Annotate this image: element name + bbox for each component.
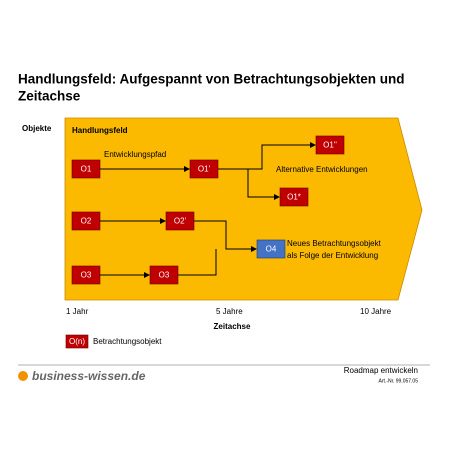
axis-tick: 1 Jahr <box>66 307 89 316</box>
node-box <box>165 211 195 231</box>
title-line: Zeitachse <box>18 89 81 104</box>
new-object-label: als Folge der Entwicklung <box>287 251 378 260</box>
connectors <box>100 142 316 278</box>
field-arrow <box>64 117 423 301</box>
article-number: Art.-Nr. 99.057.05 <box>379 378 419 384</box>
node-box <box>256 239 286 259</box>
legend-symbol-text: O(n) <box>69 337 85 346</box>
node-box <box>279 187 309 207</box>
new-object-label: Neues Betrachtungsobjekt <box>287 239 382 248</box>
title-line: Handlungsfeld: Aufgespannt von Betrachtu… <box>18 72 405 87</box>
node-label: O4 <box>266 245 277 254</box>
node-label: O3 <box>81 271 92 280</box>
node-label: O2 <box>81 217 92 226</box>
node-box <box>71 265 101 285</box>
axis-tick: 5 Jahre <box>216 307 243 316</box>
node-box <box>149 265 179 285</box>
legend-label: Betrachtungsobjekt <box>93 337 162 346</box>
logo: business-wissen.de <box>32 369 146 383</box>
node-label: O2' <box>174 217 187 226</box>
node-box <box>71 211 101 231</box>
field-label: Handlungsfeld <box>72 126 128 135</box>
node-box <box>71 159 101 179</box>
node-label: O1'' <box>323 141 337 150</box>
axis-tick: 10 Jahre <box>360 307 392 316</box>
y-label: Objekte <box>22 124 52 133</box>
node-label: O1* <box>287 193 301 202</box>
legend-symbol <box>65 334 89 349</box>
node-label: O1 <box>81 165 92 174</box>
axis-title: Zeitachse <box>214 322 251 331</box>
node-label: O1' <box>198 165 211 174</box>
path-label: Entwicklungspfad <box>104 150 166 159</box>
node-label: O3 <box>159 271 170 280</box>
node-box <box>315 135 345 155</box>
doc-title: Roadmap entwickeln <box>344 366 418 375</box>
logo-dot <box>18 371 28 381</box>
alt-label: Alternative Entwicklungen <box>276 165 368 174</box>
node-box <box>189 159 219 179</box>
